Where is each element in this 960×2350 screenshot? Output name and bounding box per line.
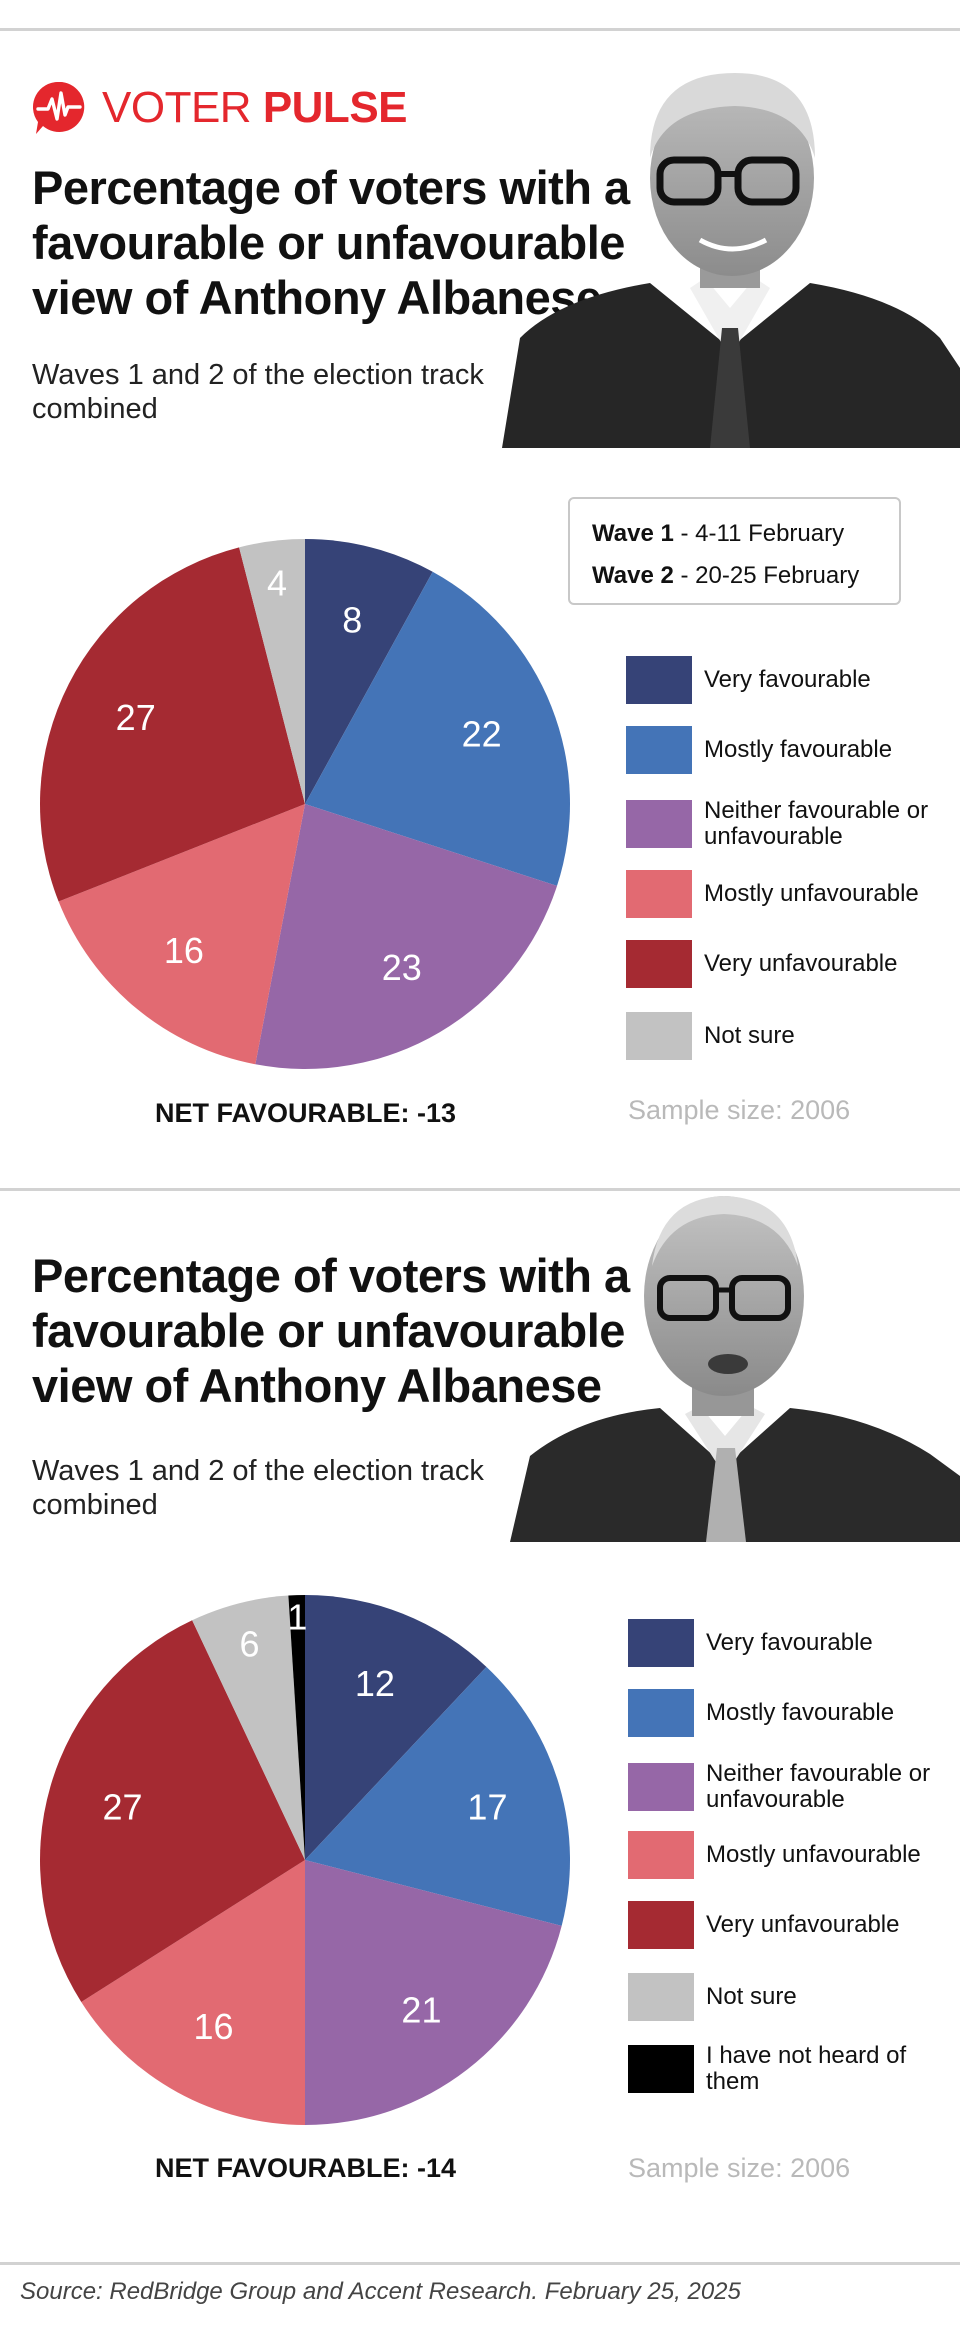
pie-value-label-mostly-favourable: 17 (467, 1786, 507, 1827)
wave-key: Wave 1 - 4-11 February Wave 2 - 20-25 Fe… (568, 497, 901, 605)
legend-label: Mostly unfavourable (706, 1841, 921, 1868)
pie-value-label-mostly-unfavourable: 16 (193, 2006, 233, 2047)
wave1-label: Wave 1 (592, 520, 674, 547)
pie-slice-not-sure (192, 1595, 305, 1860)
pie-value-label-very-favourable: 12 (355, 1663, 395, 1704)
wave1-line: Wave 1 - 4-11 February (592, 513, 899, 555)
pie-slice-very-unfavourable (39, 547, 306, 902)
net-favourable-2: NET FAVOURABLE: -14 (155, 2153, 457, 2183)
legend-item-neither: Neither favourable or unfavourable (628, 1761, 946, 1813)
legend-label: Not sure (706, 1983, 797, 2010)
pie-slice-mostly-unfavourable (58, 804, 306, 1065)
pie-slice-mostly-favourable (305, 1666, 570, 1926)
legend-swatch (626, 656, 692, 704)
pie-value-label-very-unfavourable: 27 (103, 1786, 143, 1827)
pie-value-label-very-favourable: 8 (342, 599, 362, 640)
pie-slice-mostly-favourable (305, 571, 570, 886)
pie-value-label-not-sure: 4 (267, 562, 287, 603)
pie-slice-very-unfavourable (39, 1620, 305, 2002)
net-favourable-1: NET FAVOURABLE: -13 (155, 1098, 457, 1128)
legend-item-very-favourable: Very favourable (626, 656, 944, 704)
legend-item-not-sure: Not sure (628, 1973, 946, 2021)
brand-name-bold: PULSE (262, 83, 408, 132)
legend-item-mostly-favourable: Mostly favourable (626, 726, 944, 774)
legend-label: Very favourable (704, 666, 871, 693)
legend-label: Very unfavourable (704, 950, 898, 977)
legend-item-very-favourable: Very favourable (628, 1619, 946, 1667)
pie-slice-neither-favourable-or-unfavourable (255, 804, 558, 1069)
legend-label: Not sure (704, 1022, 795, 1049)
pie-value-label-i-have-not-heard-of-them: 1 (287, 1597, 307, 1638)
pie-value-label-very-unfavourable: 27 (116, 697, 156, 738)
legend-swatch (626, 726, 692, 774)
legend-label: Mostly unfavourable (704, 880, 919, 907)
sample-size-2: Sample size: 2006 (628, 2153, 851, 2183)
pie-chart-2: 12 17 21 16 27 61 (39, 1595, 570, 2125)
panel1-subtitle: Waves 1 and 2 of the election track comb… (32, 359, 484, 425)
pie-value-label-neither-favourable-or-unfavourable: 21 (401, 1990, 441, 2031)
legend-swatch (628, 2045, 694, 2093)
panel2-title: Percentage of voters with a favourable o… (32, 1249, 630, 1412)
legend-item-very-unfavourable: Very unfavourable (628, 1901, 946, 1949)
legend-swatch (626, 940, 692, 988)
legend-swatch (628, 1619, 694, 1667)
brand-name-light: VOTER (102, 83, 252, 132)
albanese-portrait (502, 73, 960, 448)
legend-label: Very favourable (706, 1629, 873, 1656)
legend-swatch (628, 1973, 694, 2021)
pie-slice-very-favourable (305, 539, 433, 804)
legend-swatch (628, 1901, 694, 1949)
legend-item-not-sure: Not sure (626, 1012, 944, 1060)
legend-label: Very unfavourable (706, 1911, 900, 1938)
legend-label: Neither favourable or unfavourable (706, 1760, 931, 1813)
wave2-label: Wave 2 (592, 562, 674, 589)
legend-label: I have not heard of them (706, 2042, 907, 2095)
legend-item-not-heard: I have not heard of them (628, 2043, 946, 2095)
footer-divider (0, 2262, 960, 2265)
pie-value-label-mostly-favourable: 22 (462, 714, 502, 755)
pie-slice-very-favourable (305, 1595, 487, 1860)
sample-size-1: Sample size: 2006 (628, 1095, 851, 1125)
pie-chart-1: 8 22 23 16 27 4 (39, 539, 570, 1069)
legend-label: Mostly favourable (704, 736, 893, 763)
top-divider (0, 28, 960, 31)
wave1-dates: - 4-11 February (673, 520, 845, 547)
legend-label: Neither favourable or unfavourable (704, 797, 929, 850)
legend-swatch (628, 1689, 694, 1737)
legend-swatch (628, 1763, 694, 1811)
pulse-icon (32, 81, 85, 134)
legend-swatch (626, 800, 692, 848)
legend-label: Mostly favourable (706, 1699, 895, 1726)
pie-slice-i-have-not-heard-of-them (288, 1595, 305, 1860)
source-note: Source: RedBridge Group and Accent Resea… (20, 2278, 741, 2305)
legend-swatch (628, 1831, 694, 1879)
legend-item-very-unfavourable: Very unfavourable (626, 940, 944, 988)
wave2-dates: - 20-25 February (673, 562, 860, 589)
pie-value-label-not-sure: 6 (240, 1624, 260, 1665)
legend-item-mostly-unfavourable: Mostly unfavourable (626, 870, 944, 918)
legend-swatch (626, 870, 692, 918)
brand-logo: VOTER PULSE (30, 76, 408, 140)
pie-slice-not-sure (239, 539, 305, 804)
legend-item-mostly-favourable: Mostly favourable (628, 1689, 946, 1737)
wave2-line: Wave 2 - 20-25 February (592, 555, 899, 597)
pie-value-label-mostly-unfavourable: 16 (164, 930, 204, 971)
legend-item-mostly-unfavourable: Mostly unfavourable (628, 1831, 946, 1879)
pie-slice-mostly-unfavourable (81, 1860, 305, 2125)
legend-item-neither: Neither favourable or unfavourable (626, 798, 944, 850)
dutton-portrait (510, 1196, 960, 1542)
brand-name: VOTER PULSE (102, 83, 408, 133)
panel1-title: Percentage of voters with a favourable o… (32, 161, 630, 324)
section-divider (0, 1188, 960, 1191)
pie-slice-neither-favourable-or-unfavourable (305, 1860, 562, 2125)
legend-swatch (626, 1012, 692, 1060)
panel2-subtitle: Waves 1 and 2 of the election track comb… (32, 1455, 484, 1521)
pie-value-label-neither-favourable-or-unfavourable: 23 (382, 947, 422, 988)
